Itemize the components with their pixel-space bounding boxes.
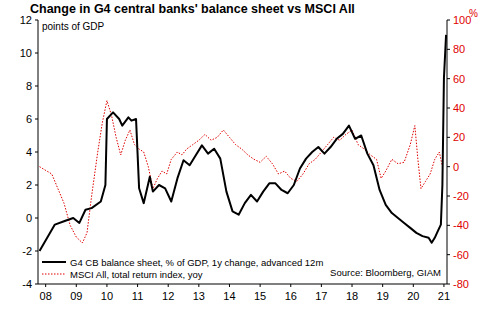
x-tick (382, 284, 383, 287)
y2-tick-label: -80 (453, 278, 469, 290)
x-tick (198, 284, 199, 287)
x-tick (76, 284, 77, 287)
series-line (40, 35, 447, 251)
title: Change in G4 central banks' balance shee… (30, 2, 355, 16)
y2-tick (447, 20, 450, 21)
y-tick-label: -4 (22, 278, 32, 290)
y-tick (35, 251, 38, 252)
y2-tick-label: 80 (453, 43, 465, 55)
x-tick (106, 284, 107, 287)
x-tick-label: 08 (40, 290, 52, 302)
y-tick-label: 10 (20, 47, 32, 59)
x-tick-label: 11 (132, 290, 143, 302)
x-tick-label: 10 (101, 290, 113, 302)
y2-tick-label: -20 (453, 190, 469, 202)
y-tick (35, 53, 38, 54)
x-tick-label: 12 (162, 290, 174, 302)
x-tick-label: 13 (193, 290, 205, 302)
y2-axis (447, 20, 448, 284)
y2-tick (447, 166, 450, 167)
y-tick (35, 185, 38, 186)
y2-tick-label: -40 (453, 219, 469, 231)
y2-tick (447, 108, 450, 109)
y-tick (35, 20, 38, 21)
x-tick-label: 14 (223, 290, 235, 302)
y-tick-label: 0 (26, 212, 32, 224)
y2-tick (447, 49, 450, 50)
x-tick-label: 20 (407, 290, 419, 302)
y-tick (35, 218, 38, 219)
legend-swatch (42, 261, 66, 263)
chart: Change in G4 central banks' balance shee… (0, 0, 483, 312)
x-tick-label: 21 (438, 290, 450, 302)
y2-tick-label: -60 (453, 249, 469, 261)
y2-tick (447, 284, 450, 285)
y2-tick-label: 60 (453, 73, 465, 85)
x-tick-label: 19 (377, 290, 389, 302)
y2-tick (447, 254, 450, 255)
x-tick-label: 09 (70, 290, 82, 302)
x-tick-label: 17 (315, 290, 327, 302)
y-tick (35, 119, 38, 120)
y-axis-label: points of GDP (42, 21, 105, 32)
y2-tick (447, 196, 450, 197)
y2-tick (447, 137, 450, 138)
x-axis (38, 284, 447, 285)
y2-tick-label: 40 (453, 102, 465, 114)
x-tick (443, 284, 444, 287)
x-tick (260, 284, 261, 287)
y-tick (35, 284, 38, 285)
y2-axis-label: % (469, 8, 478, 19)
x-tick (137, 284, 138, 287)
y-tick-label: -2 (22, 245, 32, 257)
y-tick (35, 86, 38, 87)
y-tick-label: 8 (26, 80, 32, 92)
x-tick (290, 284, 291, 287)
source: Source: Bloomberg, GIAM (330, 267, 441, 278)
y-tick-label: 12 (20, 14, 32, 26)
x-tick-label: 16 (285, 290, 297, 302)
series-line (40, 101, 443, 243)
plot-area (40, 35, 447, 251)
legend-label: G4 CB balance sheet, % of GDP, 1y change… (70, 257, 323, 268)
y-tick (35, 152, 38, 153)
x-tick (45, 284, 46, 287)
legend-swatch (42, 274, 66, 275)
x-tick (352, 284, 353, 287)
legend-label: MSCI All, total return index, yoy (70, 269, 203, 280)
x-tick-label: 15 (254, 290, 266, 302)
y-tick-label: 6 (26, 113, 32, 125)
y2-tick (447, 78, 450, 79)
y-tick-label: 4 (26, 146, 32, 158)
y-tick-label: 2 (26, 179, 32, 191)
x-tick (321, 284, 322, 287)
x-tick (168, 284, 169, 287)
x-tick-label: 18 (346, 290, 358, 302)
y2-tick-label: 20 (453, 131, 465, 143)
y2-tick-label: 0 (453, 161, 459, 173)
x-tick (413, 284, 414, 287)
y2-tick (447, 225, 450, 226)
x-tick (229, 284, 230, 287)
